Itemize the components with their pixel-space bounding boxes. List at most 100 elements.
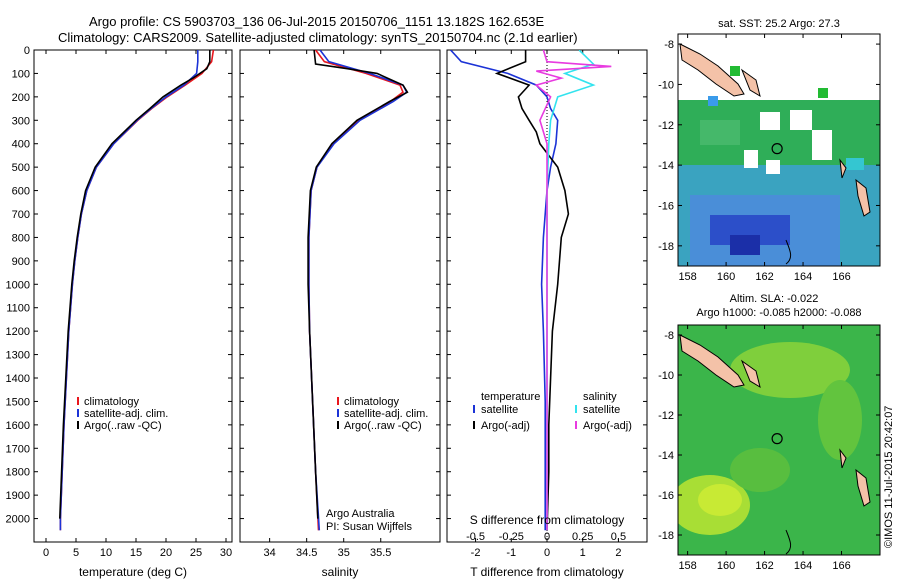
y-tick-label: -12 xyxy=(658,410,674,422)
top-x-tick-label: 0.5 xyxy=(611,531,626,543)
temperature-legend: climatology satellite-adj. clim. Argo(..… xyxy=(77,396,168,432)
sla-map-panel: Altim. SLA: -0.022 Argo h1000: -0.085 h2… xyxy=(658,293,881,572)
y-tick-label: 1000 xyxy=(6,279,30,291)
copyright-timestamp: ©IMOS 11-Jul-2015 20:42:07 xyxy=(883,405,895,548)
legend-label-argo: Argo(..raw -QC) xyxy=(84,420,162,432)
x-tick-label: 166 xyxy=(832,560,850,572)
difference-panel: -2 -1 0 1 2 -0.5 -0.25 0 0.25 0.5 temperature sal… xyxy=(446,49,648,579)
series-line xyxy=(59,50,211,519)
x-tick-label: 20 xyxy=(160,547,172,559)
y-tick-label: 600 xyxy=(12,186,30,198)
series-line xyxy=(450,50,559,531)
x-tick-label: 158 xyxy=(678,560,696,572)
salinity-frame xyxy=(239,49,441,543)
x-tick-label: 160 xyxy=(717,271,735,283)
y-tick-label: 1600 xyxy=(6,420,30,432)
legend-label-argo: Argo(..raw -QC) xyxy=(344,420,422,432)
legend-head-temperature: temperature xyxy=(481,391,540,403)
x-tick-label: 35.5 xyxy=(370,547,391,559)
y-tick-label: 1700 xyxy=(6,443,30,455)
y-tick-label: -18 xyxy=(658,241,674,253)
y-tick-label: 100 xyxy=(12,68,30,80)
y-tick-label: 300 xyxy=(12,115,30,127)
sst-map-title: sat. SST: 25.2 Argo: 27.3 xyxy=(718,18,840,30)
profile-location-marker xyxy=(771,433,783,445)
legend-label-sal-satellite: satellite xyxy=(583,404,620,416)
sst-field xyxy=(678,43,880,266)
x-tick-label: 2 xyxy=(615,547,621,559)
sla-map-frame xyxy=(677,324,881,556)
x-tick-label: -1 xyxy=(506,547,516,559)
y-tick-label: -16 xyxy=(658,490,674,502)
top-x-tick-label: -0.25 xyxy=(499,531,524,543)
salinity-panel: 34 34.5 35 35.5 climatology satellite-adj. … xyxy=(239,49,441,579)
x-tick-label: 166 xyxy=(832,271,850,283)
salinity-xlabel: salinity xyxy=(322,565,359,579)
x-tick-label: 160 xyxy=(717,560,735,572)
top-x-tick-label: 0.25 xyxy=(572,531,593,543)
x-tick-label: 30 xyxy=(220,547,232,559)
x-tick-label: 164 xyxy=(794,271,812,283)
y-tick-label: 800 xyxy=(12,232,30,244)
temperature-panel: 0 5 10 15 20 25 300100200300400500600700800900… xyxy=(6,45,233,579)
credit-line-2: PI: Susan Wijffels xyxy=(326,521,412,533)
y-tick-label: 1900 xyxy=(6,490,30,502)
y-tick-label: -10 xyxy=(658,79,674,91)
sla-field xyxy=(678,334,871,555)
x-tick-label: 0 xyxy=(544,547,550,559)
legend-label-climatology: climatology xyxy=(344,396,400,408)
x-tick-label: 34 xyxy=(264,547,276,559)
legend-label-temp-argo: Argo(-adj) xyxy=(481,420,530,432)
y-tick-label: 200 xyxy=(12,92,30,104)
y-tick-label: 1200 xyxy=(6,326,30,338)
y-tick-label: -12 xyxy=(658,120,674,132)
header-line-1: Argo profile: CS 5903703_136 06-Jul-2015… xyxy=(89,14,545,29)
legend-label-satellite: satellite-adj. clim. xyxy=(84,408,168,420)
series-line xyxy=(534,50,612,531)
profile-location-marker xyxy=(771,143,783,155)
y-tick-label: -8 xyxy=(664,330,674,342)
difference-xlabel: T difference from climatology xyxy=(470,565,624,579)
y-tick-label: -18 xyxy=(658,530,674,542)
top-x-tick-label: 0 xyxy=(544,531,550,543)
legend-label-satellite: satellite-adj. clim. xyxy=(344,408,428,420)
y-tick-label: 1800 xyxy=(6,467,30,479)
y-tick-label: -14 xyxy=(658,450,674,462)
y-tick-label: 1100 xyxy=(6,303,30,315)
y-tick-label: 1400 xyxy=(6,373,30,385)
top-x-tick-label: -0.5 xyxy=(466,531,485,543)
x-tick-label: 164 xyxy=(794,560,812,572)
x-tick-label: -2 xyxy=(471,547,481,559)
x-tick-label: 34.5 xyxy=(296,547,317,559)
series-line xyxy=(494,50,570,531)
x-tick-label: 25 xyxy=(190,547,202,559)
y-tick-label: 500 xyxy=(12,162,30,174)
sst-map-panel: sat. SST: 25.2 Argo: 27.3 158 1 xyxy=(658,18,881,283)
x-tick-label: 162 xyxy=(755,560,773,572)
y-tick-label: -10 xyxy=(658,370,674,382)
x-tick-label: 0 xyxy=(43,547,49,559)
x-tick-label: 162 xyxy=(755,271,773,283)
salinity-legend: climatology satellite-adj. clim. Argo(..… xyxy=(337,396,428,432)
temperature-frame xyxy=(33,49,233,543)
legend-label-sal-argo: Argo(-adj) xyxy=(583,420,632,432)
y-tick-label: 1500 xyxy=(6,396,30,408)
x-tick-label: 158 xyxy=(678,271,696,283)
sla-map-title-1: Altim. SLA: -0.022 xyxy=(730,293,819,305)
y-tick-label: -8 xyxy=(664,39,674,51)
legend-head-salinity: salinity xyxy=(583,391,617,403)
legend-label-temp-satellite: satellite xyxy=(481,404,518,416)
sst-map-frame xyxy=(677,33,881,267)
x-tick-label: 1 xyxy=(580,547,586,559)
x-tick-label: 5 xyxy=(73,547,79,559)
header-line-2: Climatology: CARS2009. Satellite-adjuste… xyxy=(58,30,578,45)
y-tick-label: -16 xyxy=(658,200,674,212)
y-tick-label: 2000 xyxy=(6,514,30,526)
x-tick-label: 10 xyxy=(100,547,112,559)
x-tick-label: 15 xyxy=(130,547,142,559)
y-tick-label: 400 xyxy=(12,139,30,151)
difference-legend: temperature salinity satellite Argo(-adj… xyxy=(473,391,632,432)
credit-line-1: Argo Australia xyxy=(326,508,395,520)
series-line xyxy=(307,50,409,519)
